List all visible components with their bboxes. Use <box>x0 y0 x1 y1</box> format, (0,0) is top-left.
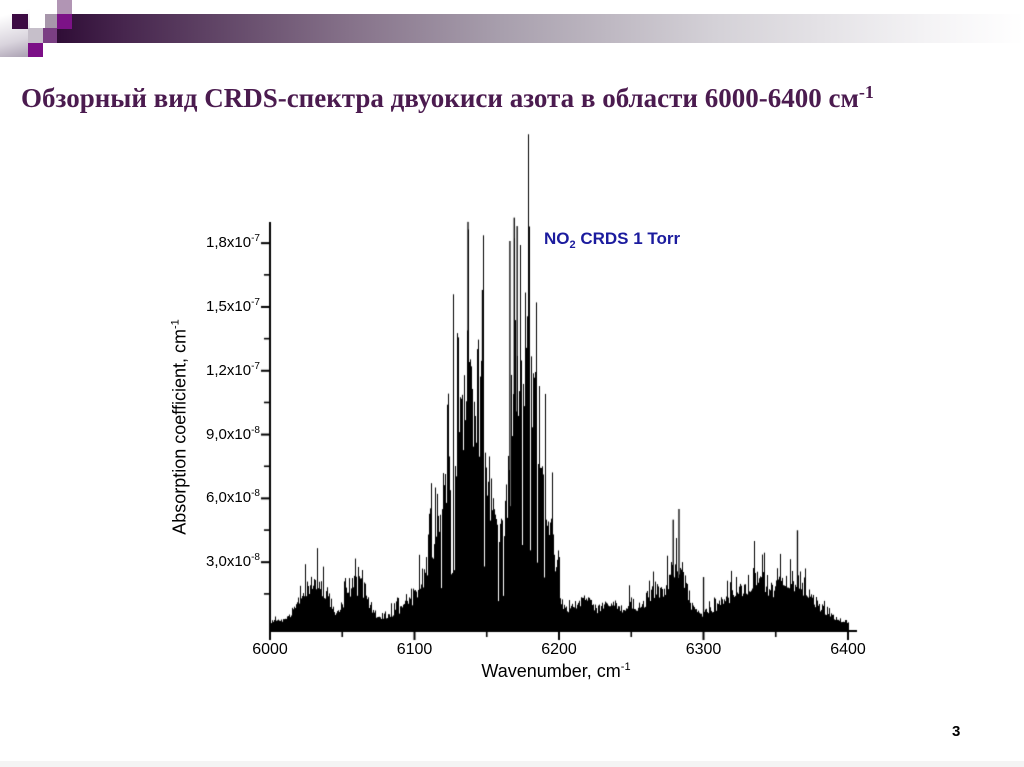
x-tick-label-6100: 6100 <box>396 641 433 658</box>
y-tick-label-3,0x10-8: 3,0x10-8 <box>206 552 260 571</box>
x-tick-label-6300: 6300 <box>685 641 722 658</box>
y-tick-label-9,0x10-8: 9,0x10-8 <box>206 424 260 443</box>
x-tick-label-6000: 6000 <box>252 641 288 658</box>
y-tick-label-1,8x10-7: 1,8x10-7 <box>206 233 260 252</box>
legend-no2-crds: NO2 CRDS 1 Torr <box>544 229 681 251</box>
slide-bottom-edge <box>0 761 1024 767</box>
y-tick-label-1,2x10-7: 1,2x10-7 <box>206 360 260 379</box>
page-number: 3 <box>952 723 961 740</box>
x-tick-label-6200: 6200 <box>541 641 577 658</box>
y-tick-label-1,5x10-7: 1,5x10-7 <box>206 296 260 315</box>
y-axis-title-superscript: -1 <box>169 319 182 329</box>
x-axis-title: Wavenumber, cm-1 <box>481 661 631 681</box>
y-tick-label-6,0x10-8: 6,0x10-8 <box>206 488 260 507</box>
x-tick-label-6400: 6400 <box>830 641 866 658</box>
x-axis-title-superscript: -1 <box>620 661 631 673</box>
legend-subscript: 2 <box>569 239 576 251</box>
